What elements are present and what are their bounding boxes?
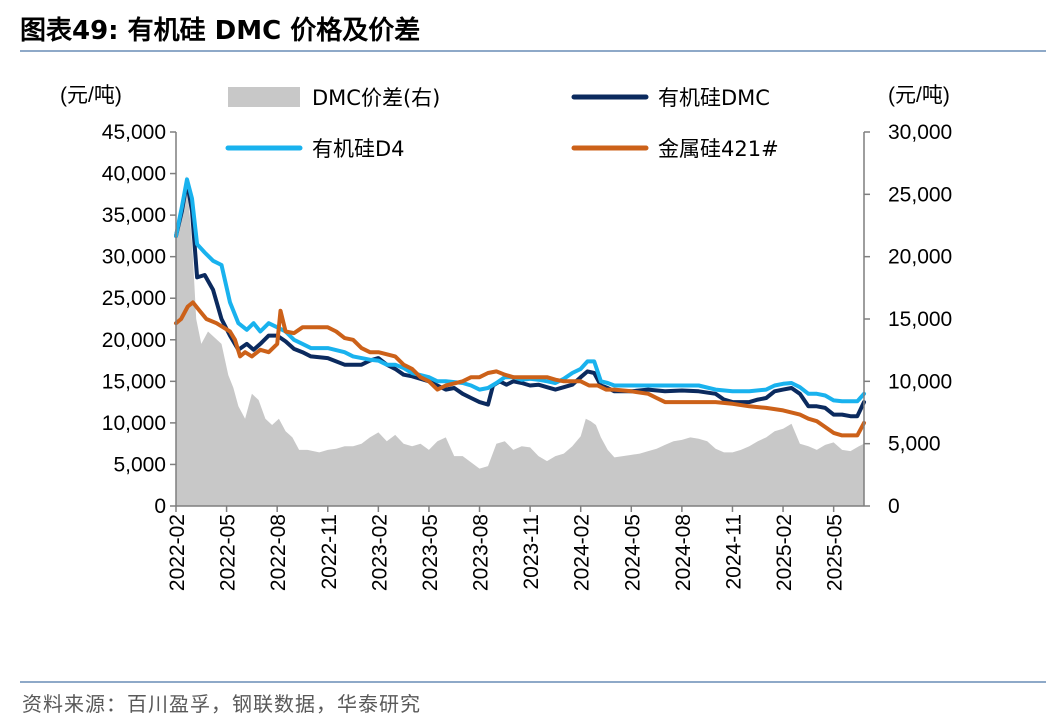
y-right-tick-label: 15,000: [888, 308, 952, 331]
x-tick-label: 2022-08: [267, 514, 290, 591]
x-tick-label: 2023-05: [419, 514, 442, 591]
y-right-tick-label: 0: [888, 495, 900, 518]
y-left-tick-label: 45,000: [102, 121, 166, 144]
x-tick-label: 2023-02: [368, 514, 391, 591]
x-tick-label: 2024-11: [722, 514, 745, 590]
legend-label: 有机硅DMC: [658, 86, 770, 110]
x-tick-label: 2024-05: [621, 514, 644, 591]
x-tick-label: 2024-08: [672, 514, 695, 591]
y-right-tick-label: 10,000: [888, 370, 952, 393]
series-line-1: [174, 179, 866, 419]
x-tick-label: 2022-11: [318, 514, 341, 590]
x-tick-label: 2023-11: [520, 514, 543, 590]
y-left-tick-label: 15,000: [102, 370, 166, 393]
x-tick-label: 2022-05: [217, 514, 240, 591]
y-right-tick-label: 5,000: [888, 433, 941, 456]
y-right-tick-label: 20,000: [888, 246, 952, 269]
line-layer: [174, 177, 866, 438]
legend-label: 有机硅D4: [312, 137, 405, 161]
y-left-tick-label: 20,000: [102, 329, 166, 352]
y-left-tick-label: 40,000: [102, 163, 166, 186]
source-note: 资料来源：百川盈孚，钢联数据，华泰研究: [22, 692, 421, 716]
legend-label: DMC价差(右): [312, 86, 440, 110]
footer-divider: [20, 681, 1046, 683]
title-divider: [20, 50, 1046, 52]
x-tick-label: 2022-02: [166, 514, 189, 591]
y-left-tick-label: 35,000: [102, 204, 166, 227]
x-tick-label: 2025-05: [824, 514, 847, 591]
series-line-3: [174, 300, 866, 438]
series-line-2: [174, 177, 866, 404]
y-right-tick-label: 25,000: [888, 183, 952, 206]
legend-label: 金属硅421#: [658, 137, 779, 161]
y-right-unit: (元/吨): [888, 84, 950, 107]
x-tick-label: 2024-02: [571, 514, 594, 591]
axes-layer: 0 5,000 10,000 15,000 20,000 25,000 30,000 35,0…: [60, 84, 952, 591]
y-left-tick-label: 25,000: [102, 287, 166, 310]
y-left-tick-label: 5,000: [113, 453, 166, 476]
x-tick-label: 2025-02: [773, 514, 796, 591]
y-left-tick-label: 10,000: [102, 412, 166, 435]
legend-swatch-area: [228, 87, 300, 107]
y-right-tick-label: 30,000: [888, 121, 952, 144]
series-area-dmc-spread: [176, 175, 864, 506]
area-layer: [176, 175, 864, 506]
y-left-tick-label: 0: [154, 495, 166, 518]
chart-title: 图表49: 有机硅 DMC 价格及价差: [20, 16, 421, 46]
legend: DMC价差(右) 有机硅DMC 有机硅D4 金属硅421#: [225, 86, 779, 161]
x-tick-label: 2023-08: [470, 514, 493, 591]
y-left-tick-label: 30,000: [102, 246, 166, 269]
y-left-unit: (元/吨): [60, 84, 122, 107]
